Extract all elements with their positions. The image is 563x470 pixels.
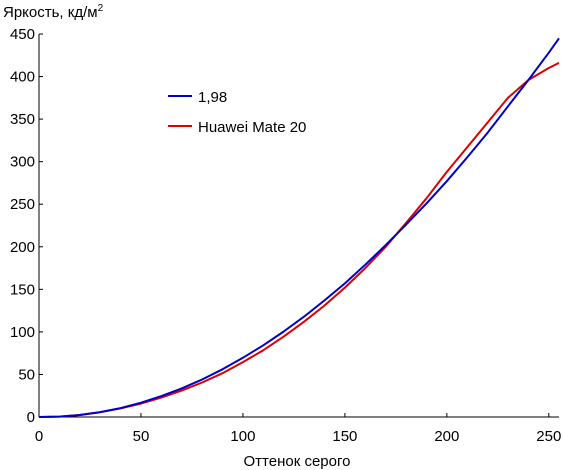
series-line-0 xyxy=(38,37,560,418)
y-tick-label: 200 xyxy=(10,239,35,256)
y-tick-label: 400 xyxy=(10,69,35,86)
y-tick-label: 300 xyxy=(10,154,35,171)
y-axis-title-superscript: 2 xyxy=(98,3,104,14)
x-tick-label: 50 xyxy=(133,428,150,445)
x-axis-title: Оттенок серого xyxy=(244,453,351,470)
x-tick-label: 200 xyxy=(434,428,459,445)
legend-label-0: 1,98 xyxy=(198,89,227,106)
x-tick-label: 0 xyxy=(35,428,43,445)
y-tick-label: 350 xyxy=(10,111,35,128)
y-tick-label: 250 xyxy=(10,196,35,213)
ticks: 0 50 100 150 200 250 300 350 400 450 0 50 100 150 200 2… xyxy=(10,26,561,445)
legend: 1,98 Huawei Mate 20 xyxy=(168,89,306,136)
series-lines xyxy=(38,37,560,418)
legend-label-1: Huawei Mate 20 xyxy=(198,119,306,136)
x-tick-label: 100 xyxy=(230,428,255,445)
x-tick-label: 150 xyxy=(332,428,357,445)
y-tick-label: 150 xyxy=(10,281,35,298)
y-axis-title-text: Яркость, кд/м xyxy=(3,4,98,21)
y-tick-label: 450 xyxy=(10,26,35,43)
axes xyxy=(38,34,559,418)
series-line-1 xyxy=(38,62,560,418)
y-tick-label: 50 xyxy=(18,366,35,383)
x-tick-label: 250 xyxy=(536,428,561,445)
y-tick-label: 100 xyxy=(10,324,35,341)
y-tick-label: 0 xyxy=(27,409,35,426)
y-axis-title: Яркость, кд/м2 xyxy=(3,3,104,21)
